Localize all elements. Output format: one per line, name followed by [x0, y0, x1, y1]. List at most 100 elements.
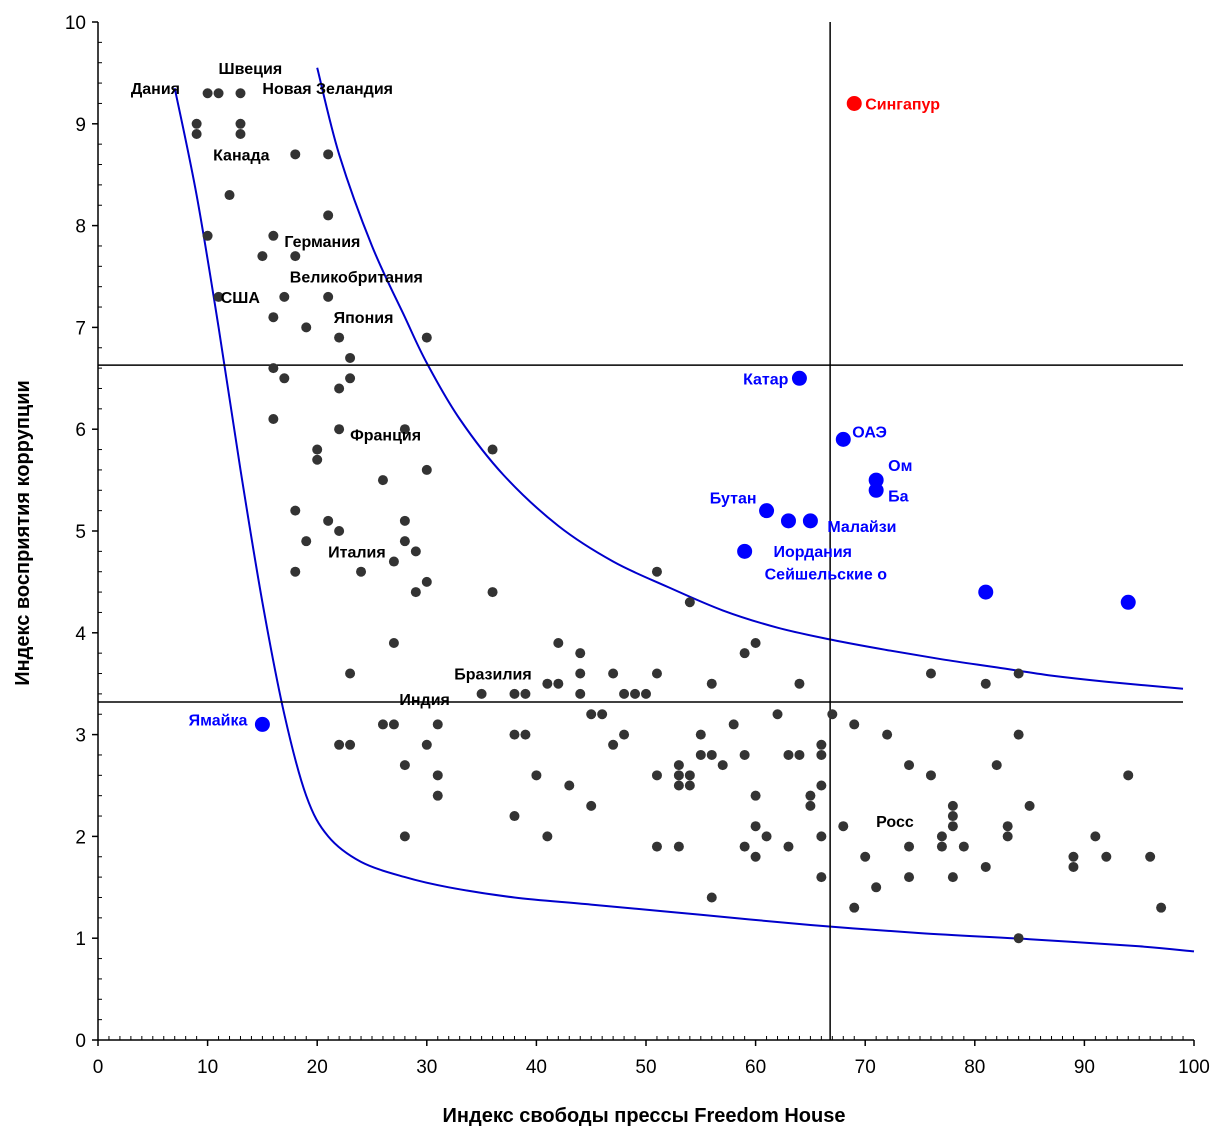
data-point	[399, 515, 410, 526]
right-boundary-curve	[316, 67, 1184, 690]
data-point	[860, 851, 871, 862]
data-point	[816, 780, 827, 791]
data-point	[323, 149, 334, 160]
data-point	[947, 811, 958, 822]
data-point	[871, 882, 882, 893]
data-point	[531, 770, 542, 781]
data-point	[849, 719, 860, 730]
highlighted-point	[780, 513, 796, 529]
data-point	[213, 88, 224, 99]
data-point	[388, 637, 399, 648]
data-point	[323, 515, 334, 526]
data-point	[925, 668, 936, 679]
highlighted-point-label: Ом	[888, 458, 912, 475]
data-point	[377, 475, 388, 486]
data-point	[509, 688, 520, 699]
data-point	[750, 821, 761, 832]
data-point	[301, 322, 312, 333]
data-points: Сингапур	[191, 88, 1167, 944]
data-point	[257, 251, 268, 262]
data-point	[542, 831, 553, 842]
data-point	[202, 88, 213, 99]
data-point	[388, 719, 399, 730]
data-point	[191, 118, 202, 129]
data-point	[323, 291, 334, 302]
data-point	[421, 332, 432, 343]
data-point	[279, 291, 290, 302]
y-tick-label: 7	[75, 318, 86, 339]
data-point	[1024, 800, 1035, 811]
country-annotation: Бразилия	[454, 667, 532, 684]
data-point	[991, 760, 1002, 771]
data-point	[608, 739, 619, 750]
country-annotation: Новая Зеландия	[262, 81, 393, 98]
data-point	[980, 861, 991, 872]
data-point	[388, 556, 399, 567]
data-point	[904, 760, 915, 771]
data-point	[783, 749, 794, 760]
data-point	[651, 770, 662, 781]
data-point	[761, 831, 772, 842]
data-point	[750, 851, 761, 862]
data-point	[1145, 851, 1156, 862]
data-point	[706, 892, 717, 903]
country-annotation: Швеция	[219, 61, 283, 78]
data-point	[904, 872, 915, 883]
data-point	[279, 373, 290, 384]
data-point	[827, 709, 838, 720]
data-point	[597, 709, 608, 720]
data-point	[706, 749, 717, 760]
highlighted-point	[802, 513, 818, 529]
x-tick-label: 90	[1074, 1057, 1095, 1078]
data-point	[345, 739, 356, 750]
data-point	[345, 373, 356, 384]
data-point	[750, 637, 761, 648]
data-point	[816, 749, 827, 760]
y-tick-label: 6	[75, 420, 86, 441]
y-tick-label: 9	[75, 115, 86, 136]
data-point	[268, 230, 279, 241]
data-point	[947, 800, 958, 811]
data-point	[290, 251, 301, 262]
y-tick-label: 1	[75, 929, 86, 950]
data-point	[772, 709, 783, 720]
data-point	[334, 424, 345, 435]
data-point	[673, 770, 684, 781]
data-point	[904, 841, 915, 852]
data-point	[410, 587, 421, 598]
data-point	[651, 566, 662, 577]
highlighted-point	[791, 370, 807, 386]
data-point	[399, 424, 410, 435]
data-point	[509, 729, 520, 740]
x-tick-label: 100	[1178, 1057, 1210, 1078]
highlighted-point-label: Малайзи	[827, 519, 896, 536]
country-annotation: Великобритания	[290, 270, 423, 287]
data-point	[312, 454, 323, 465]
data-point	[345, 352, 356, 363]
data-point	[882, 729, 893, 740]
data-point	[235, 118, 246, 129]
highlighted-point-label: Ба	[888, 488, 909, 505]
data-point	[794, 678, 805, 689]
data-point	[925, 770, 936, 781]
data-point	[619, 688, 630, 699]
data-point	[213, 291, 224, 302]
data-point	[191, 128, 202, 139]
data-point	[334, 383, 345, 394]
left-boundary-curve	[173, 87, 1195, 953]
country-annotation: Германия	[284, 234, 360, 251]
data-point	[312, 444, 323, 455]
data-point	[421, 464, 432, 475]
data-point	[619, 729, 630, 740]
data-point	[1002, 821, 1013, 832]
country-annotation: США	[221, 290, 261, 307]
data-point	[783, 841, 794, 852]
data-point	[641, 688, 651, 699]
reference-lines	[98, 22, 1183, 1040]
data-point	[410, 546, 421, 557]
data-point	[794, 749, 805, 760]
data-point	[224, 190, 235, 201]
data-point	[432, 770, 443, 781]
x-tick-label: 50	[635, 1057, 656, 1078]
